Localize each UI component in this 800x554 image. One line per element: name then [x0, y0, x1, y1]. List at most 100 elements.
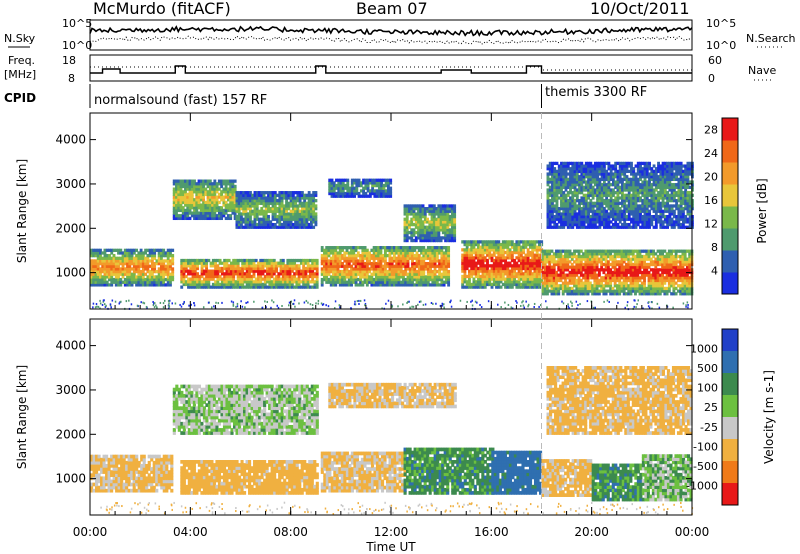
power-cell	[492, 280, 496, 284]
power-cell	[550, 260, 554, 264]
power-cell	[654, 257, 658, 261]
power-cell	[656, 260, 660, 264]
power-cell	[379, 283, 383, 287]
power-cell	[227, 264, 231, 268]
power-cell	[180, 277, 184, 281]
power-cell	[341, 261, 344, 266]
power-cell	[593, 278, 597, 283]
power-cell	[137, 267, 141, 271]
power-cell	[123, 254, 127, 258]
power-cell	[198, 280, 202, 284]
power-cell	[431, 259, 435, 263]
power-cell	[440, 246, 444, 250]
power-cell	[411, 264, 414, 268]
power-cell	[638, 276, 642, 280]
power-cell	[577, 262, 581, 267]
power-cell	[345, 248, 349, 252]
power-cell	[685, 284, 689, 288]
power-cell	[148, 248, 152, 252]
power-cell	[313, 274, 317, 279]
power-cell	[341, 283, 344, 287]
power-cell	[440, 283, 444, 287]
power-cell	[492, 240, 496, 244]
power-cell	[528, 285, 532, 289]
power-cell	[627, 286, 631, 291]
power-cell	[286, 269, 290, 273]
power-cell	[688, 276, 692, 280]
power-cell	[552, 254, 556, 259]
power-cell	[128, 261, 132, 266]
power-cell	[555, 270, 558, 275]
power-cell	[169, 280, 172, 284]
power-cell	[234, 266, 238, 271]
power-cell	[162, 283, 166, 287]
power-cell	[112, 277, 116, 282]
power-cell	[267, 214, 270, 219]
power-cell	[613, 281, 617, 285]
power-cell	[586, 270, 590, 275]
power-cell	[336, 277, 340, 282]
power-cell	[528, 280, 532, 284]
power-cell	[188, 192, 192, 197]
power-cell	[582, 273, 585, 277]
power-cell	[413, 269, 417, 274]
power-cell	[334, 272, 338, 276]
power-cell	[627, 268, 631, 272]
power-cell	[561, 292, 565, 296]
power-cell	[481, 256, 485, 260]
power-cell	[397, 264, 401, 268]
freq-left-tick-top: 18	[62, 54, 76, 67]
power-cell	[472, 285, 476, 289]
power-cell	[577, 249, 581, 253]
power-cell	[338, 277, 342, 282]
power-cell	[584, 276, 588, 280]
power-cell	[352, 246, 356, 250]
power-cell	[688, 265, 692, 269]
power-cell	[429, 261, 432, 266]
power-cell	[121, 267, 125, 271]
power-cell	[209, 269, 213, 273]
power-cell	[481, 285, 485, 289]
power-cell	[609, 286, 613, 291]
power-cell	[383, 256, 387, 260]
power-cell	[245, 277, 249, 281]
power-cell	[517, 282, 521, 287]
power-cell	[688, 292, 692, 296]
power-cell	[128, 280, 132, 284]
power-cell	[99, 275, 102, 279]
power-cell	[627, 249, 631, 253]
power-cell	[169, 261, 172, 266]
power-cell	[415, 283, 419, 287]
power-cell	[399, 254, 403, 258]
power-cell	[672, 249, 676, 253]
power-cell	[526, 282, 530, 287]
power-cell	[533, 269, 537, 273]
power-cell	[548, 284, 552, 288]
power-cell	[470, 256, 474, 260]
power-cell	[510, 253, 514, 257]
power-cell	[679, 292, 683, 296]
power-cell	[440, 277, 444, 282]
power-cell	[169, 283, 172, 287]
power-cell	[197, 182, 201, 186]
power-cell	[359, 246, 363, 250]
power-cell	[159, 256, 163, 260]
power-cell	[166, 264, 170, 268]
power-cell	[209, 285, 213, 289]
power-cell	[541, 257, 545, 261]
power-cell	[268, 285, 272, 289]
power-cell	[577, 257, 581, 261]
power-cell	[522, 258, 526, 263]
power-cell	[137, 261, 141, 266]
power-cell	[533, 282, 537, 287]
power-cell	[506, 277, 510, 281]
power-cell	[474, 274, 478, 279]
power-cell	[94, 277, 98, 282]
power-cell	[354, 261, 358, 266]
power-cell	[220, 266, 224, 271]
power-cell	[169, 277, 172, 282]
power-cell	[184, 184, 187, 189]
power-cell	[144, 251, 148, 255]
power-cell	[564, 289, 567, 293]
power-cell	[629, 262, 633, 267]
